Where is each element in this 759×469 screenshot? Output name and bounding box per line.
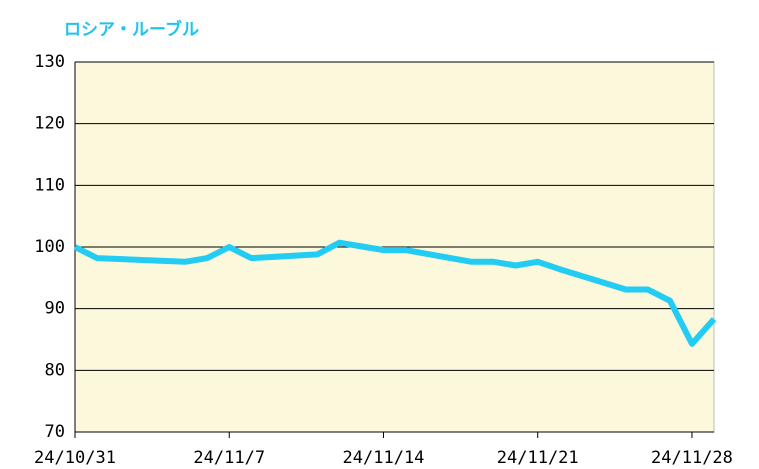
x-tick-label: 24/11/14 xyxy=(343,448,425,468)
x-tick-label: 24/11/28 xyxy=(651,448,733,468)
chart-title: ロシア・ルーブル xyxy=(64,19,199,40)
line xyxy=(73,239,717,347)
y-tick-label: 110 xyxy=(34,175,65,195)
y-tick-label: 80 xyxy=(45,360,65,380)
x-tick-label: 24/10/31 xyxy=(34,448,116,468)
y-tick-label: 70 xyxy=(45,422,65,442)
y-tick-label: 130 xyxy=(34,52,65,72)
y-tick-label: 100 xyxy=(34,237,65,257)
y-tick-label: 90 xyxy=(45,299,65,319)
y-tick-label: 120 xyxy=(34,114,65,134)
x-tick-label: 24/11/7 xyxy=(193,448,265,468)
x-tick-label: 24/11/21 xyxy=(497,448,579,468)
